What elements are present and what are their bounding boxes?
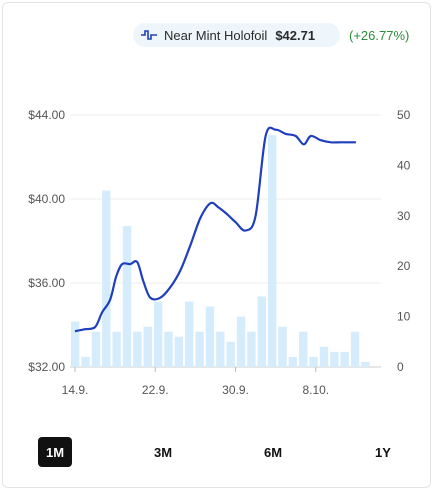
volume-bar xyxy=(247,331,256,367)
volume-bar xyxy=(340,351,349,367)
volume-bar xyxy=(71,321,80,367)
y-right-tick-label: 0 xyxy=(397,360,404,374)
line-series-icon xyxy=(141,30,157,40)
x-axis: 14.9. 22.9. 30.9. 8.10. xyxy=(62,367,329,397)
volume-bar xyxy=(102,190,111,367)
volume-bar xyxy=(267,135,277,367)
volume-bar xyxy=(164,331,173,367)
y-right-tick-label: 10 xyxy=(397,310,411,324)
volume-bar xyxy=(153,301,163,367)
volume-bar xyxy=(122,225,132,367)
volume-bar xyxy=(143,326,152,367)
y-left-tick-label: $36.00 xyxy=(28,276,65,290)
y-axis-right: 0 10 20 30 40 50 xyxy=(397,108,411,374)
volume-bar xyxy=(299,331,308,367)
volume-bar xyxy=(278,326,287,367)
volume-bar xyxy=(330,351,339,367)
range-1y-button[interactable]: 1Y xyxy=(375,444,391,460)
y-right-tick-label: 50 xyxy=(397,108,411,122)
range-1m-button[interactable]: 1M xyxy=(38,437,72,467)
volume-bars xyxy=(71,135,370,367)
y-left-tick-label: $44.00 xyxy=(28,108,65,122)
volume-bar xyxy=(185,301,194,367)
series-legend[interactable]: Near Mint Holofoil $42.71 xyxy=(133,23,340,47)
y-left-tick-label: $32.00 xyxy=(28,360,65,374)
volume-bar xyxy=(361,361,370,367)
price-line-layer xyxy=(74,126,356,333)
volume-bar xyxy=(174,336,184,367)
volume-bar xyxy=(112,331,121,367)
chart-area: $32.00 $36.00 $40.00 $44.00 0 10 20 30 40 50 14.… xyxy=(28,108,411,397)
volume-bar xyxy=(216,331,225,367)
volume-bar xyxy=(81,356,90,367)
volume-bar xyxy=(350,331,360,367)
range-selector: 1M 3M 6M 1Y xyxy=(0,437,435,467)
range-3m-button[interactable]: 3M xyxy=(153,444,173,460)
y-right-tick-label: 30 xyxy=(397,209,411,223)
gridlines xyxy=(70,114,381,368)
volume-bar xyxy=(257,296,266,367)
volume-bar xyxy=(205,306,215,367)
volume-bar xyxy=(236,316,246,367)
y-left-tick-label: $40.00 xyxy=(28,192,65,206)
price-line xyxy=(74,126,356,333)
series-name: Near Mint Holofoil xyxy=(164,27,268,43)
volume-bar xyxy=(133,331,142,367)
y-right-tick-label: 20 xyxy=(397,259,411,273)
current-price: $42.71 xyxy=(275,27,316,43)
x-tick-label: 30.9. xyxy=(222,383,249,397)
volume-bar xyxy=(288,356,298,367)
volume-bar xyxy=(195,331,204,367)
price-change: (+26.77%) xyxy=(349,28,410,43)
volume-bar xyxy=(309,356,318,367)
y-right-tick-label: 40 xyxy=(397,158,411,172)
volume-bar xyxy=(226,341,235,367)
range-6m-button[interactable]: 6M xyxy=(263,444,283,460)
price-chart-card xyxy=(2,2,431,488)
x-tick-label: 14.9. xyxy=(62,383,89,397)
y-axis-left: $32.00 $36.00 $40.00 $44.00 xyxy=(28,108,65,374)
volume-bar xyxy=(91,331,101,367)
x-tick-label: 8.10. xyxy=(302,383,329,397)
x-tick-label: 22.9. xyxy=(142,383,169,397)
volume-bar xyxy=(319,346,329,367)
